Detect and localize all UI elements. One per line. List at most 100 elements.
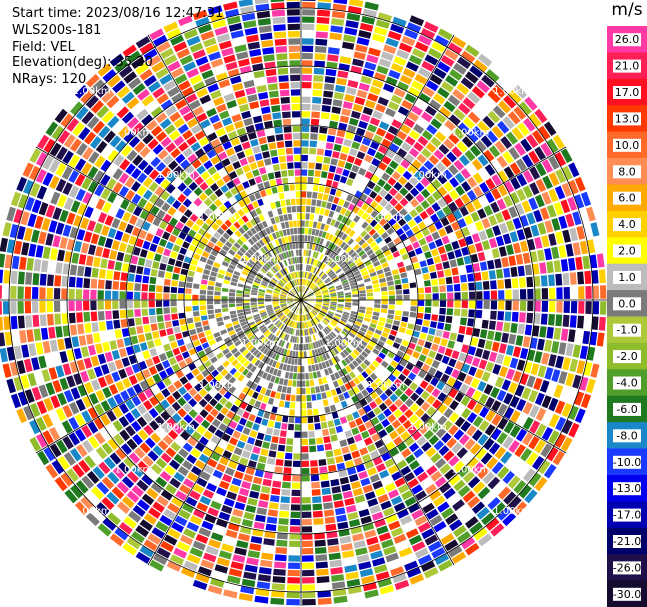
gate-group: [307, 207, 347, 287]
gate-group: [137, 159, 192, 208]
gate-group: [207, 473, 233, 517]
colorbar-tick-label: -13.0: [613, 482, 641, 495]
gate-group: [307, 303, 508, 416]
gate-group: [255, 77, 301, 300]
gate-group: [270, 0, 285, 3]
gate-group: [262, 478, 272, 487]
gate-group: [69, 264, 294, 300]
gate-group: [520, 240, 529, 252]
gate-group: [94, 366, 103, 378]
colorbar-tick-label: 0.0: [618, 297, 636, 310]
gate-group: [301, 300, 380, 355]
gate-group: [498, 343, 507, 354]
gate-group: [533, 377, 592, 409]
gate-group: [314, 112, 406, 275]
gate-group: [402, 215, 423, 232]
gate-group: [120, 145, 171, 189]
gate-group: [465, 209, 543, 246]
gate-group: [585, 285, 592, 299]
gate-group: [435, 251, 486, 271]
gate-group: [448, 84, 506, 145]
gate-group: [330, 303, 417, 318]
gate-group: [135, 36, 151, 49]
gate-group: [97, 235, 162, 262]
ray-45: [301, 300, 517, 527]
gate-group: [201, 320, 209, 326]
gate-group: [374, 423, 400, 457]
gate-group: [204, 76, 299, 293]
gate-group: [364, 60, 435, 180]
gate-group: [185, 294, 192, 300]
gate-group: [163, 377, 172, 387]
gate-group: [62, 410, 117, 450]
gate-group: [229, 224, 301, 300]
gate-group: [519, 191, 592, 227]
gate-group: [311, 394, 325, 452]
gate-group: [453, 429, 465, 441]
ray-52: [301, 300, 425, 585]
ray-2: [301, 0, 348, 300]
gate-group: [315, 38, 328, 46]
gate-group: [125, 425, 136, 437]
gate-group: [241, 110, 252, 119]
gate-group: [325, 523, 337, 532]
colorbar-tick-label: -26.0: [613, 561, 641, 574]
range-label: 1.00km: [199, 212, 237, 223]
ray-69: [149, 300, 301, 572]
colorbar-label-bg: [613, 86, 641, 99]
gate-group: [302, 555, 314, 562]
gate-group: [73, 348, 82, 360]
gate-group: [444, 468, 456, 481]
gate-group: [195, 16, 210, 27]
gate-group: [114, 359, 124, 370]
ray-30: [301, 300, 607, 315]
gate-group: [308, 169, 315, 177]
gate-group: [488, 237, 498, 249]
range-label: 1.00km: [452, 128, 490, 139]
gate-group: [355, 547, 379, 599]
gate-group: [234, 120, 244, 130]
gate-group: [355, 417, 419, 539]
gate-group: [430, 452, 466, 492]
gate-group: [271, 9, 294, 162]
gate-group: [534, 237, 543, 249]
gate-group: [291, 96, 301, 220]
gate-group: [247, 131, 257, 140]
gate-group: [100, 414, 111, 426]
gate-group: [261, 326, 289, 380]
colorbar-tick-label: -17.0: [613, 509, 641, 522]
gate-group: [157, 440, 169, 451]
gate-group: [194, 272, 223, 283]
gate-group: [250, 56, 263, 64]
gate-group: [247, 460, 257, 469]
gate-group: [394, 138, 455, 202]
gate-group: [471, 86, 485, 99]
gate-group: [193, 277, 272, 296]
gate-group: [343, 259, 458, 291]
gate-group: [393, 142, 412, 164]
azimuth-line-7: [35, 146, 302, 301]
gate-group: [284, 140, 294, 169]
gate-group: [532, 125, 551, 144]
gate-group: [378, 162, 388, 171]
gate-group: [250, 138, 259, 147]
gate-group: [492, 364, 550, 393]
gate-group: [141, 283, 149, 292]
gate-group: [159, 118, 206, 175]
range-label: 1.00km: [241, 338, 279, 349]
gate-group: [477, 533, 493, 547]
gate-group: [179, 376, 189, 385]
gate-group: [76, 384, 177, 458]
gate-group: [177, 312, 293, 477]
gate-group: [497, 466, 510, 480]
colorbar-tick-label: -8.0: [616, 429, 637, 442]
gate-group: [389, 383, 452, 444]
gate-group: [287, 577, 300, 584]
gate-group: [246, 332, 254, 338]
gate-group: [420, 21, 439, 40]
gate-group: [428, 350, 539, 403]
gate-group: [137, 197, 197, 238]
gate-group: [428, 184, 508, 234]
gate-group: [290, 74, 301, 82]
gate-group: [102, 201, 301, 300]
